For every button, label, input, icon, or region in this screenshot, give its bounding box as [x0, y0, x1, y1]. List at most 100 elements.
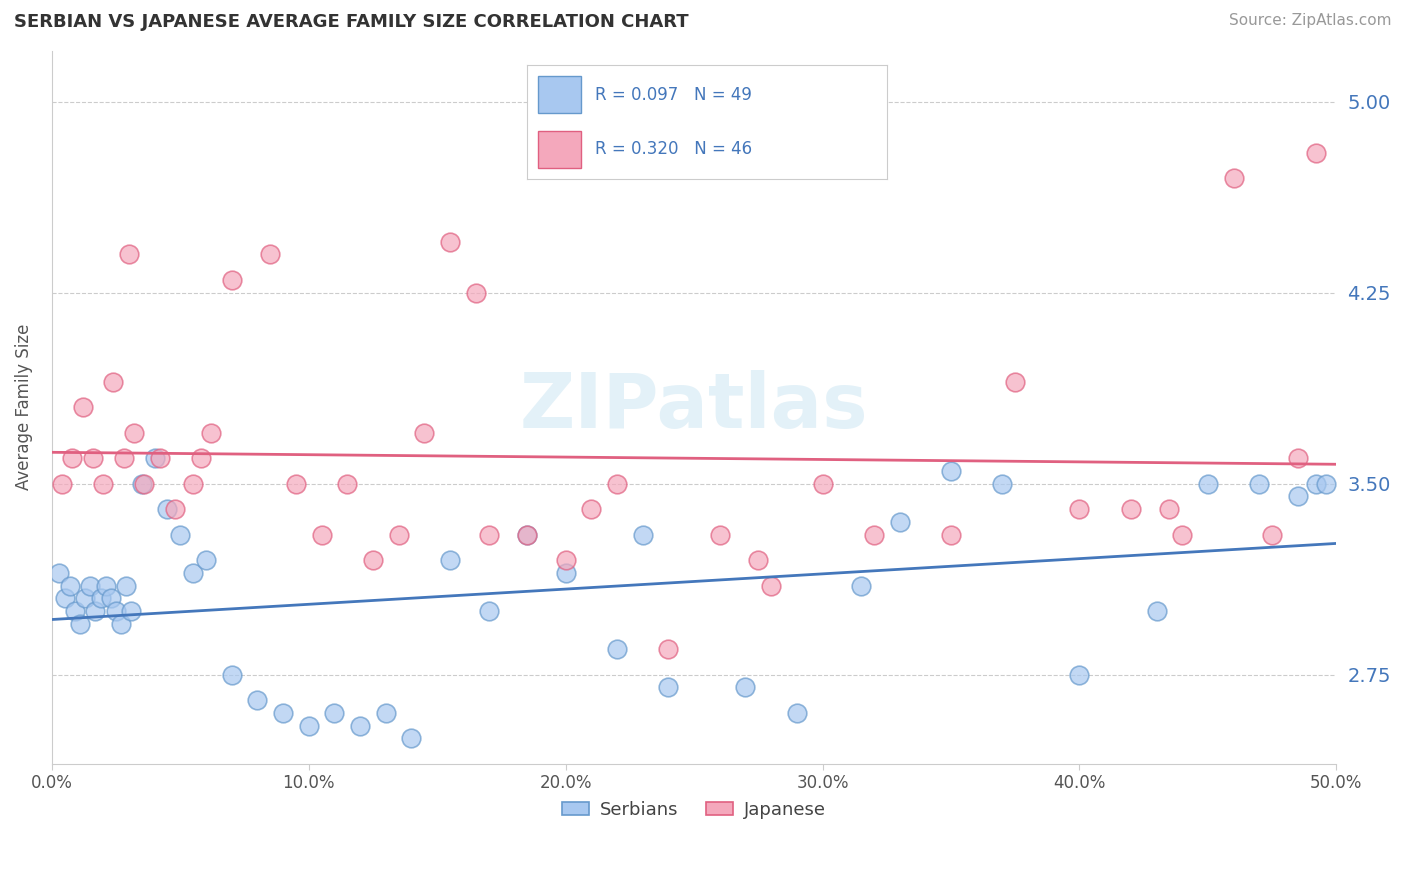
Point — [439, 235, 461, 249]
Point — [72, 401, 94, 415]
Point — [464, 285, 486, 300]
Point — [91, 476, 114, 491]
Point — [1261, 527, 1284, 541]
Point — [413, 425, 436, 440]
Point — [131, 476, 153, 491]
Point — [104, 604, 127, 618]
Point — [110, 616, 132, 631]
Point — [284, 476, 307, 491]
Point — [849, 578, 872, 592]
Point — [1249, 476, 1271, 491]
Text: SERBIAN VS JAPANESE AVERAGE FAMILY SIZE CORRELATION CHART: SERBIAN VS JAPANESE AVERAGE FAMILY SIZE … — [14, 13, 689, 31]
Point — [149, 451, 172, 466]
Point — [581, 502, 603, 516]
Point — [374, 706, 396, 720]
Point — [554, 566, 576, 580]
Point — [246, 693, 269, 707]
Point — [1004, 375, 1026, 389]
Y-axis label: Average Family Size: Average Family Size — [15, 324, 32, 491]
Point — [709, 527, 731, 541]
Point — [200, 425, 222, 440]
Point — [143, 451, 166, 466]
Point — [221, 667, 243, 681]
Point — [51, 476, 73, 491]
Point — [349, 718, 371, 732]
Point — [811, 476, 834, 491]
Point — [361, 553, 384, 567]
Point — [84, 604, 107, 618]
Point — [991, 476, 1014, 491]
Point — [863, 527, 886, 541]
Point — [259, 247, 281, 261]
Point — [1315, 476, 1337, 491]
Point — [1069, 667, 1091, 681]
Point — [221, 273, 243, 287]
Point — [1286, 489, 1309, 503]
Point — [156, 502, 179, 516]
Point — [606, 642, 628, 657]
Point — [69, 616, 91, 631]
Legend: Serbians, Japanese: Serbians, Japanese — [555, 794, 832, 826]
Point — [194, 553, 217, 567]
Point — [939, 464, 962, 478]
Point — [94, 578, 117, 592]
Point — [103, 375, 125, 389]
Point — [112, 451, 135, 466]
Point — [1222, 171, 1244, 186]
Point — [53, 591, 76, 606]
Point — [734, 681, 756, 695]
Point — [747, 553, 769, 567]
Text: ZIPatlas: ZIPatlas — [520, 370, 869, 444]
Point — [120, 604, 142, 618]
Point — [79, 578, 101, 592]
Point — [1286, 451, 1309, 466]
Point — [169, 527, 191, 541]
Point — [477, 527, 499, 541]
Point — [388, 527, 411, 541]
Point — [1146, 604, 1168, 618]
Point — [63, 604, 86, 618]
Point — [190, 451, 212, 466]
Point — [657, 681, 679, 695]
Point — [516, 527, 538, 541]
Point — [336, 476, 359, 491]
Point — [939, 527, 962, 541]
Point — [60, 451, 83, 466]
Point — [122, 425, 145, 440]
Point — [759, 578, 782, 592]
Point — [323, 706, 346, 720]
Point — [82, 451, 104, 466]
Text: Source: ZipAtlas.com: Source: ZipAtlas.com — [1229, 13, 1392, 29]
Point — [1159, 502, 1181, 516]
Point — [90, 591, 112, 606]
Point — [1171, 527, 1194, 541]
Point — [1305, 476, 1327, 491]
Point — [439, 553, 461, 567]
Point — [115, 578, 138, 592]
Point — [181, 566, 204, 580]
Point — [75, 591, 97, 606]
Point — [59, 578, 82, 592]
Point — [165, 502, 187, 516]
Point — [631, 527, 654, 541]
Point — [606, 476, 628, 491]
Point — [889, 515, 911, 529]
Point — [1197, 476, 1219, 491]
Point — [1119, 502, 1142, 516]
Point — [786, 706, 808, 720]
Point — [100, 591, 122, 606]
Point — [134, 476, 156, 491]
Point — [401, 731, 423, 746]
Point — [48, 566, 70, 580]
Point — [516, 527, 538, 541]
Point — [554, 553, 576, 567]
Point — [1069, 502, 1091, 516]
Point — [477, 604, 499, 618]
Point — [118, 247, 141, 261]
Point — [298, 718, 321, 732]
Point — [657, 642, 679, 657]
Point — [271, 706, 294, 720]
Point — [181, 476, 204, 491]
Point — [1305, 145, 1327, 160]
Point — [311, 527, 333, 541]
